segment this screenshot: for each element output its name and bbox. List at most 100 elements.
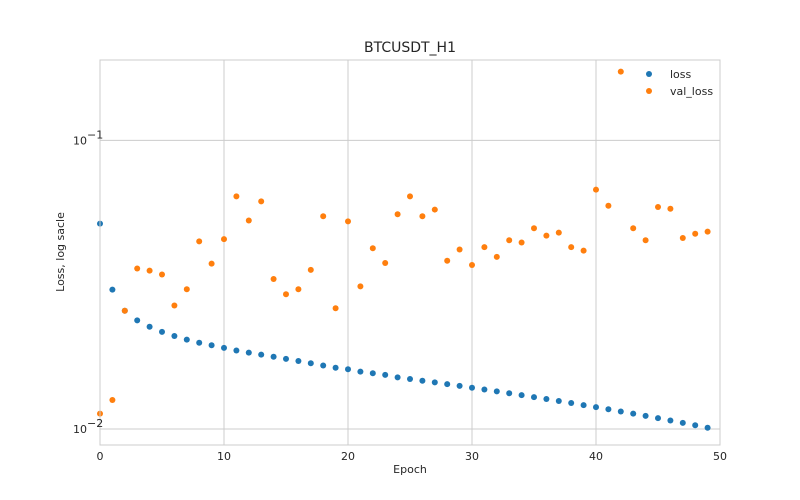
y-tick-exponent: −2 (87, 417, 103, 430)
loss-point (518, 392, 525, 399)
y-tick-exponent: −1 (87, 128, 103, 141)
val-loss-point (394, 211, 401, 218)
loss-point (543, 396, 550, 403)
loss-point (295, 358, 302, 365)
loss-point (270, 353, 277, 360)
y-axis-label: Loss, log sacle (54, 212, 67, 292)
y-tick-label: 10 (73, 423, 87, 436)
chart-title: BTCUSDT_H1 (364, 40, 456, 56)
loss-point (531, 394, 537, 401)
loss-point (568, 400, 575, 407)
loss-point (320, 362, 327, 369)
val-loss-point (320, 213, 327, 220)
val-loss-point (295, 286, 302, 293)
loss-point (382, 371, 389, 378)
val-loss-point (159, 271, 165, 278)
legend-marker-loss (646, 71, 652, 77)
val-loss-point (345, 218, 351, 225)
val-loss-point (382, 260, 389, 267)
val-loss-point (555, 229, 562, 236)
loss-point (593, 404, 599, 411)
val-loss-point (518, 239, 525, 246)
val-loss-point (245, 217, 252, 224)
x-tick-label: 20 (341, 450, 355, 463)
val-loss-point (630, 225, 637, 232)
val-loss-point (109, 397, 116, 404)
val-loss-point (481, 244, 488, 251)
val-loss-point (543, 232, 550, 239)
val-loss-point (493, 253, 500, 260)
loss-point (667, 417, 674, 424)
val-loss-point (221, 236, 227, 243)
loss-point (506, 390, 513, 397)
plot-area (100, 60, 720, 445)
loss-point (679, 419, 686, 426)
loss-point (134, 317, 141, 324)
loss-point (146, 323, 153, 330)
loss-point (196, 339, 203, 346)
legend-label-loss: loss (670, 68, 692, 81)
loss-point (171, 333, 178, 340)
x-tick-label: 40 (589, 450, 603, 463)
x-tick-label: 10 (217, 450, 231, 463)
loss-point (357, 368, 364, 375)
x-axis-label: Epoch (393, 463, 427, 476)
loss-point (208, 342, 215, 349)
x-tick-label: 30 (465, 450, 479, 463)
val-loss-point (704, 228, 711, 235)
val-loss-point (655, 203, 661, 210)
loss-point (692, 422, 699, 429)
val-loss-point (531, 225, 537, 232)
val-loss-point (692, 230, 699, 237)
loss-point (580, 402, 587, 409)
val-loss-point (667, 205, 674, 212)
loss-point (233, 347, 240, 354)
x-tick-label: 0 (97, 450, 104, 463)
loss-point (159, 328, 165, 335)
val-loss-point (208, 260, 215, 267)
loss-point (407, 376, 413, 383)
loss-point (394, 374, 401, 381)
val-loss-point (369, 245, 376, 252)
val-loss-point (617, 68, 624, 75)
y-tick-label: 10 (73, 134, 87, 147)
val-loss-point (121, 307, 128, 314)
val-loss-point (469, 262, 475, 269)
val-loss-point (307, 266, 314, 273)
loss-point (605, 406, 612, 413)
loss-point (456, 382, 463, 389)
legend-marker-val-loss (646, 88, 652, 94)
plot-frame (99, 59, 721, 446)
val-loss-point (431, 206, 438, 213)
loss-point (655, 415, 661, 422)
loss-point (221, 344, 227, 351)
val-loss-point (332, 305, 339, 312)
val-loss-point (258, 198, 265, 205)
val-loss-point (419, 213, 426, 220)
x-tick-labels: 0 10 20 30 40 50 (97, 450, 728, 463)
loss-point (704, 424, 711, 431)
val-loss-point (183, 286, 190, 293)
val-loss-point (283, 291, 289, 298)
val-loss-point (357, 283, 364, 290)
val-loss-point (171, 302, 178, 309)
loss-point (183, 336, 190, 343)
loss-point (245, 349, 252, 356)
loss-point (493, 388, 500, 395)
val-loss-point (506, 237, 513, 244)
loss-point (469, 384, 475, 391)
loss-point (444, 381, 451, 388)
val-loss-point (134, 265, 141, 272)
val-loss-point (679, 235, 686, 242)
legend: loss val_loss (646, 68, 713, 98)
val-loss-point (605, 202, 612, 209)
loss-point (431, 379, 438, 386)
val-loss-point (196, 238, 203, 245)
val-loss-point (642, 237, 649, 244)
loss-point (481, 386, 488, 393)
loss-point (345, 366, 351, 373)
series-val-loss (97, 68, 711, 417)
loss-point (283, 355, 289, 362)
loss-point (258, 351, 265, 358)
